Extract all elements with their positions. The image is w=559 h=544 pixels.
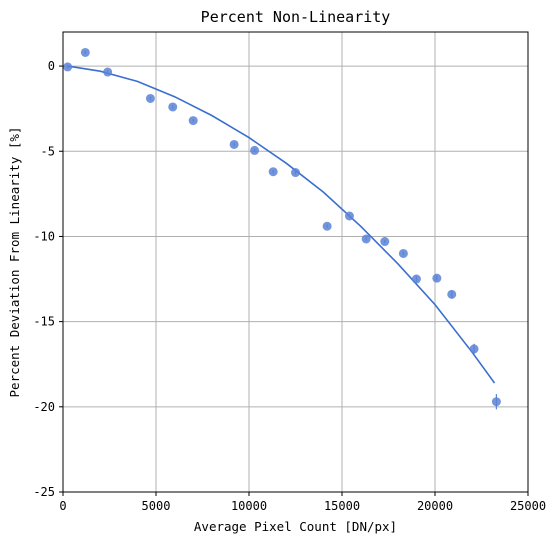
data-point — [411, 274, 421, 284]
y-tick-label: -15 — [33, 315, 55, 329]
data-point — [380, 237, 390, 247]
y-axis-ticks: 0 -5 -10 -15 -20 -25 — [33, 59, 63, 499]
x-tick-label: 0 — [59, 499, 66, 513]
data-point — [344, 211, 354, 221]
y-tick-label: -10 — [33, 229, 55, 243]
data-point — [469, 344, 479, 354]
points-layer — [63, 47, 501, 410]
y-axis-label: Percent Deviation From Linearity [%] — [7, 127, 22, 398]
data-point — [447, 289, 457, 299]
data-point — [398, 248, 408, 258]
y-tick-label: -25 — [33, 485, 55, 499]
x-tick-label: 5000 — [142, 499, 171, 513]
x-tick-label: 10000 — [231, 499, 267, 513]
plot-area — [63, 32, 528, 492]
fit-layer — [67, 65, 496, 384]
data-point — [63, 62, 73, 72]
data-point — [291, 168, 300, 178]
data-point — [168, 102, 178, 112]
data-point — [250, 145, 260, 155]
x-axis-ticks: 0 5000 10000 15000 20000 25000 — [59, 492, 546, 513]
y-tick-label: -20 — [33, 400, 55, 414]
data-point — [229, 139, 239, 149]
data-point — [268, 167, 278, 177]
data-point — [145, 93, 155, 103]
x-tick-label: 15000 — [324, 499, 360, 513]
plot-frame — [62, 31, 529, 493]
data-point — [491, 397, 501, 407]
data-point — [361, 234, 371, 244]
x-tick-label: 20000 — [417, 499, 453, 513]
chart-title: Percent Non-Linearity — [201, 8, 391, 26]
y-tick-label: 0 — [48, 59, 55, 73]
data-point — [432, 273, 442, 283]
fit-line — [67, 65, 496, 384]
data-point — [103, 67, 113, 77]
x-axis-label: Average Pixel Count [DN/px] — [194, 519, 397, 534]
data-point — [322, 221, 332, 231]
y-tick-label: -5 — [41, 144, 55, 158]
x-tick-label: 25000 — [510, 499, 546, 513]
data-point — [188, 116, 198, 126]
data-point — [80, 47, 90, 57]
